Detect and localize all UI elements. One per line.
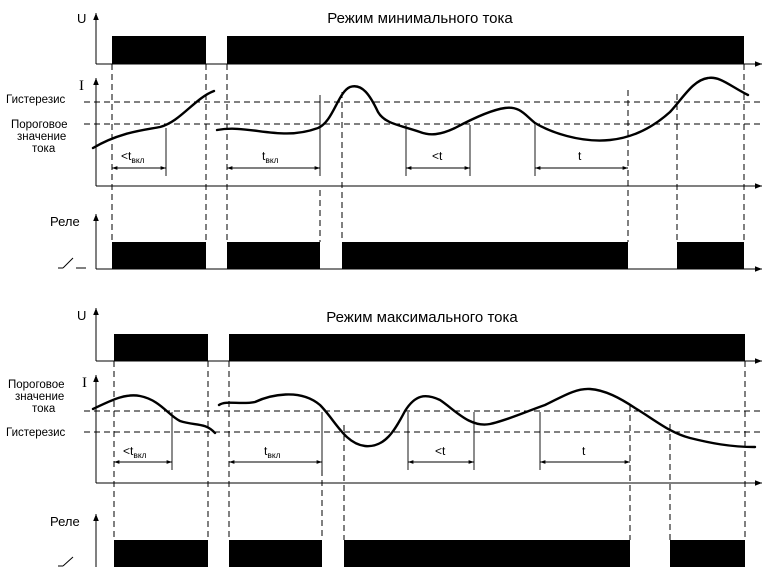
u-pulse (114, 334, 208, 361)
u-axis-label: U (77, 308, 86, 323)
relay-pulse (112, 242, 206, 269)
threshold-label: Пороговое (8, 379, 65, 391)
current-curve (215, 76, 750, 142)
interval-label: <t (435, 444, 446, 458)
interval-label: tвкл (264, 444, 281, 460)
interval-label: <tвкл (123, 444, 147, 460)
u-axis-label: U (77, 11, 86, 26)
current-curve (217, 387, 757, 449)
threshold-label: значение (15, 391, 64, 403)
i-axis-label: I (82, 375, 87, 391)
current-curve (91, 394, 217, 435)
threshold-label: тока (32, 403, 56, 415)
panel-min-current: Режим минимального тока U I Гистерезис П… (6, 10, 764, 272)
u-pulse (112, 36, 206, 64)
relay-pulse (670, 540, 745, 567)
interval-label: t (578, 149, 582, 163)
relay-label: Реле (50, 514, 80, 529)
threshold-label: тока (32, 143, 56, 155)
interval-label: <tвкл (121, 149, 145, 165)
hysteresis-label: Гистерезис (6, 94, 66, 106)
panel-max-current: Режим максимального тока U I Пороговое з… (6, 308, 764, 567)
current-curve (91, 89, 216, 150)
u-pulse (227, 36, 744, 64)
interval-label: <t (432, 149, 443, 163)
hysteresis-label: Гистерезис (6, 427, 66, 439)
relay-pulse (229, 540, 322, 567)
relay-contact-icon (58, 556, 74, 567)
panel-title: Режим минимального тока (327, 10, 513, 27)
relay-pulse (342, 242, 628, 269)
relay-pulse (114, 540, 208, 567)
relay-pulse (344, 540, 630, 567)
i-axis-label: I (79, 78, 84, 94)
relay-label: Реле (50, 214, 80, 229)
relay-contact-icon (58, 257, 86, 269)
guide-lines (113, 361, 746, 540)
threshold-label: Пороговое (11, 119, 68, 131)
relay-pulse (227, 242, 320, 269)
relay-pulse (677, 242, 744, 269)
panel-title: Режим максимального тока (326, 309, 518, 326)
interval-label: t (582, 444, 586, 458)
u-pulse (229, 334, 745, 361)
threshold-label: значение (17, 131, 66, 143)
interval-label: tвкл (262, 149, 279, 165)
guide-lines (111, 64, 745, 242)
